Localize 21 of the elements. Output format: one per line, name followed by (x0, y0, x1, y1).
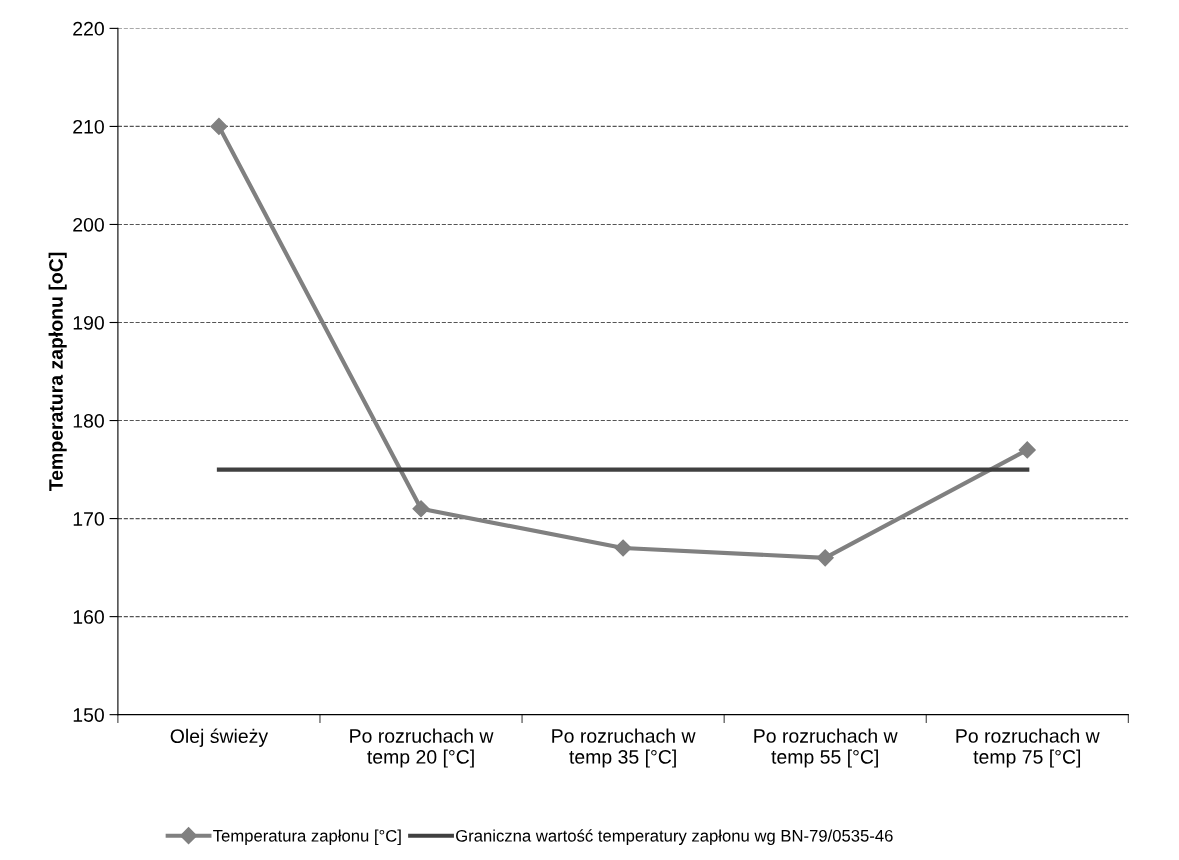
y-tick-label: 200 (73, 217, 104, 232)
point (210, 117, 228, 135)
y-tick-label: 150 (73, 708, 104, 722)
x-tick-label: Po rozruchach w temp 55 [°C] (754, 728, 898, 768)
y-tick-label: 220 (73, 21, 104, 36)
point (816, 549, 834, 567)
legend-label: Temperatura zapłonu [°C] (213, 829, 401, 845)
y-tick-label: 210 (73, 119, 104, 134)
y-axis-title: Temperatura zapłonu [oC] (48, 252, 67, 492)
x-tick-label: Po rozruchach w temp 75 [°C] (956, 728, 1100, 768)
y-tick-label: 190 (73, 315, 104, 330)
y-tick-label: 180 (73, 414, 104, 428)
x-tick-label: Po rozruchach w temp 20 [°C] (350, 728, 494, 768)
point (614, 539, 632, 557)
point (1018, 441, 1036, 459)
x-tick-label: Po rozruchach w temp 35 [°C] (552, 728, 696, 768)
y-tick-label: 170 (73, 512, 104, 526)
y-tick-label: 160 (73, 610, 104, 624)
legend-label: Graniczna wartość temperatury zapłonu wg BN-79/0535-46 (456, 829, 893, 845)
x-tick-label: Olej świeży (170, 728, 269, 747)
point (412, 500, 430, 518)
